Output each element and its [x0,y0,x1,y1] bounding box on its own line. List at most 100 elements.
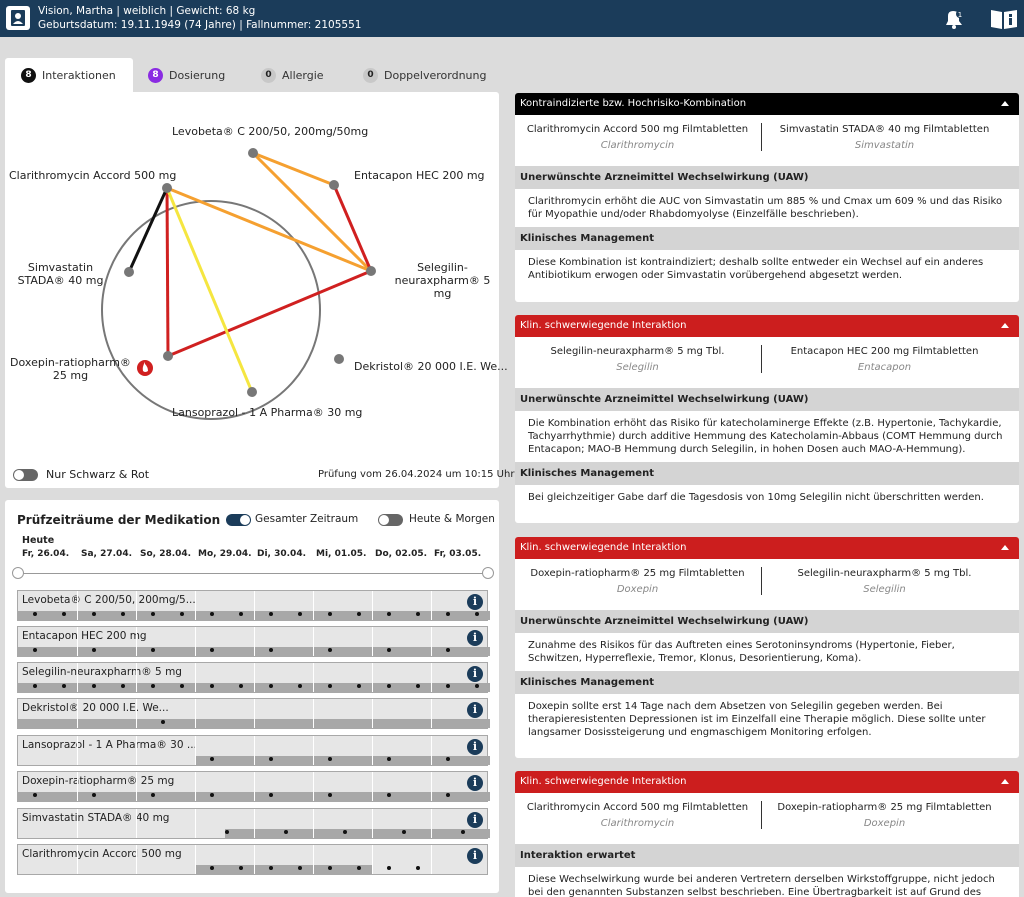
medication-period-bar [195,756,490,765]
info-icon[interactable]: i [467,594,483,610]
dose-marker [298,684,303,688]
day-divider [136,809,137,838]
alert-flame-icon[interactable] [137,360,153,376]
medication-row[interactable]: Clarithromycin Accord 500 mg i [17,844,488,875]
day-divider [77,699,78,728]
medication-row[interactable]: Simvastatin STADA® 40 mg i [17,808,490,839]
interaction-edge-clarithromycin-lansoprazol[interactable] [165,187,254,393]
dose-marker [327,648,332,652]
day-divider [313,663,314,692]
drug-name: Selegilin-neuraxpharm® 5 mg Tbl. [797,568,972,579]
day-divider [254,663,255,692]
info-book-icon[interactable] [990,8,1018,33]
tab-label: Doppelverordnung [384,68,487,82]
medication-name: Clarithromycin Accord 500 mg [22,848,182,860]
medication-row[interactable]: Dekristol® 20 000 I.E. We... i [17,698,490,729]
substance-name: Doxepin [616,584,659,595]
collapse-icon[interactable] [1001,323,1009,328]
collapse-icon[interactable] [1001,545,1009,550]
section-heading: Unerwünschte Arzneimittel Wechselwirkung… [515,610,1019,633]
day-divider [136,663,137,692]
interaction-edge-selegilin-clarithromycin[interactable] [166,186,372,273]
day-divider [431,627,432,656]
tab-interaktionen[interactable]: 8 Interaktionen [5,58,133,92]
day-divider [195,591,196,620]
dose-marker [32,684,37,688]
medication-row[interactable]: Doxepin-ratiopharm® 25 mg i [17,771,490,802]
day-label: Mi, 01.05. [316,549,367,559]
dose-marker [268,866,273,870]
range-slider-track[interactable] [17,573,489,574]
medication-row[interactable]: Selegilin-neuraxpharm® 5 mg i [17,662,490,693]
card-header[interactable]: Klin. schwerwiegende Interaktion [515,771,1019,793]
info-icon[interactable]: i [467,775,483,791]
node-label-simvastatin[interactable]: Simvastatin STADA® 40 mg [17,261,104,287]
info-icon[interactable]: i [467,739,483,755]
info-icon[interactable]: i [467,812,483,828]
graph-node-dekristol[interactable] [334,354,344,364]
drug-name: Doxepin-ratiopharm® 25 mg Filmtabletten [777,802,992,813]
interaction-edge-entacapon-selegilin[interactable] [332,184,373,272]
dose-marker [225,830,230,834]
node-label-doxepin[interactable]: Doxepin-ratiopharm® 25 mg [10,356,131,382]
range-slider-end-handle[interactable] [482,567,494,579]
interaction-edge-levobeta-selegilin[interactable] [251,151,373,273]
nur-schwarz-rot-toggle[interactable] [13,469,38,481]
dose-marker [91,648,96,652]
graph-node-entacapon[interactable] [329,180,339,190]
day-divider [136,736,137,765]
day-label: Fr, 03.05. [434,549,482,559]
range-slider-start-handle[interactable] [12,567,24,579]
dose-marker [445,648,450,652]
tab-label: Interaktionen [42,68,116,82]
interaction-edge-clarithromycin-simvastatin[interactable] [127,187,169,273]
node-label-lansoprazol[interactable]: Lansoprazol - 1 A Pharma® 30 mg [172,406,363,419]
graph-node-simvastatin[interactable] [124,267,134,277]
card-header[interactable]: Klin. schwerwiegende Interaktion [515,315,1019,337]
graph-node-clarithromycin[interactable] [162,183,172,193]
medication-row[interactable]: Lansoprazol - 1 A Pharma® 30 ... i [17,735,490,766]
day-divider [372,736,373,765]
day-divider [431,772,432,801]
node-label-entacapon[interactable]: Entacapon HEC 200 mg [354,169,485,182]
node-label-clarithromycin[interactable]: Clarithromycin Accord 500 mg [9,169,177,182]
node-label-dekristol[interactable]: Dekristol® 20 000 I.E. We... [354,360,508,373]
info-icon[interactable]: i [467,848,483,864]
day-divider [195,736,196,765]
collapse-icon[interactable] [1001,101,1009,106]
drug-pair: Selegilin-neuraxpharm® 5 mg Tbl. Selegili… [515,337,1019,381]
info-icon[interactable]: i [467,702,483,718]
node-label-selegilin[interactable]: Selegilin-neuraxpharm® 5 mg [394,261,491,300]
day-divider [77,809,78,838]
day-divider [195,627,196,656]
interaction-edge-selegilin-doxepin[interactable] [167,269,372,358]
medication-row[interactable]: Levobeta® C 200/50, 200mg/5... i [17,590,490,621]
info-icon[interactable]: i [467,630,483,646]
bell-icon[interactable]: 1 [942,7,966,34]
gesamter-zeitraum-toggle[interactable] [226,514,251,526]
interaction-graph [101,148,376,420]
section-text: Die Kombination erhöht das Risiko für ka… [528,418,1003,455]
graph-node-selegilin[interactable] [366,266,376,276]
day-divider [431,591,432,620]
dose-marker [268,648,273,652]
collapse-icon[interactable] [1001,779,1009,784]
graph-node-doxepin[interactable] [163,351,173,361]
graph-node-lansoprazol[interactable] [247,387,257,397]
node-label-levobeta[interactable]: Levobeta® C 200/50, 200mg/50mg [172,125,369,138]
card-header[interactable]: Klin. schwerwiegende Interaktion [515,537,1019,559]
dose-marker [445,684,450,688]
interaction-edge-clarithromycin-doxepin[interactable] [165,187,170,357]
section-text: Diese Wechselwirkung wurde bei anderen V… [528,874,995,897]
interaction-edge-levobeta-entacapon[interactable] [252,151,335,187]
info-icon[interactable]: i [467,666,483,682]
card-header[interactable]: Kontraindizierte bzw. Hochrisiko-Kombina… [515,93,1019,115]
section-heading: Klinisches Management [515,462,1019,485]
tab-allergie[interactable]: 0 Allergie [261,58,351,92]
tab-doppelverordnung[interactable]: 0 Doppelverordnung [363,58,493,92]
graph-node-levobeta[interactable] [248,148,258,158]
tab-dosierung[interactable]: 8 Dosierung [148,58,248,92]
medication-row[interactable]: Entacapon HEC 200 mg i [17,626,490,657]
drug-name: Entacapon HEC 200 mg Filmtabletten [790,346,979,357]
heute-morgen-toggle[interactable] [378,514,403,526]
